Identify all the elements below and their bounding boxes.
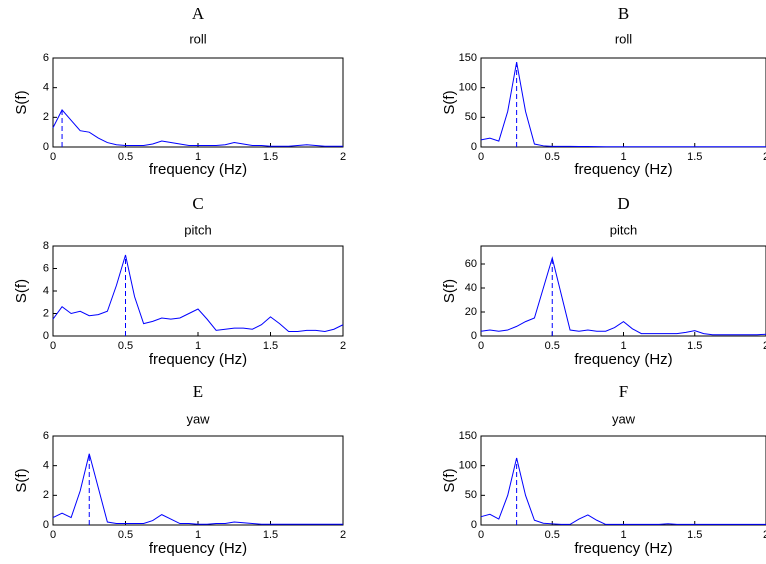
data-line — [52, 254, 344, 333]
y-tick-label: 50 — [465, 489, 477, 501]
y-axis-label: S(f) — [441, 279, 458, 303]
x-tick-label: 2 — [340, 340, 346, 352]
y-tick-label: 50 — [465, 111, 477, 123]
x-tick-label: 1 — [620, 529, 626, 541]
y-axis-label: S(f) — [13, 90, 30, 114]
x-tick-label: 0.5 — [118, 529, 133, 541]
y-tick-label: 8 — [43, 240, 49, 252]
data-line — [480, 457, 766, 525]
y-tick-label: 150 — [459, 52, 477, 64]
x-tick-label: 0 — [50, 151, 56, 163]
y-tick-label: 0 — [471, 141, 477, 153]
panel-letter: C — [192, 194, 203, 213]
x-tick-label: 1 — [195, 151, 201, 163]
panel-letter: E — [193, 382, 203, 401]
panel-title: yaw — [186, 411, 210, 426]
panel-title: roll — [615, 31, 632, 46]
x-tick-label: 1.5 — [687, 340, 702, 352]
x-tick-label: 1 — [620, 151, 626, 163]
y-axis-label: S(f) — [13, 468, 30, 492]
y-tick-label: 6 — [43, 262, 49, 274]
data-line — [52, 109, 343, 147]
x-axis-label: frequency (Hz) — [574, 540, 672, 557]
x-tick-label: 2 — [763, 151, 766, 163]
x-axis-label: frequency (Hz) — [149, 351, 247, 368]
y-tick-label: 0 — [471, 519, 477, 531]
y-tick-label: 0 — [43, 519, 49, 531]
x-tick-label: 1.5 — [263, 151, 278, 163]
data-line — [52, 453, 343, 525]
panel-title: roll — [189, 31, 206, 46]
y-tick-label: 4 — [43, 460, 49, 472]
y-tick-label: 6 — [43, 430, 49, 442]
x-tick-label: 0.5 — [545, 151, 560, 163]
x-tick-label: 1 — [195, 340, 201, 352]
panel-title: yaw — [612, 411, 636, 426]
panel-letter: D — [617, 194, 629, 213]
x-tick-label: 0 — [478, 151, 484, 163]
panel-letter: B — [618, 4, 629, 23]
x-tick-label: 0.5 — [118, 340, 133, 352]
y-tick-label: 40 — [465, 282, 477, 294]
x-tick-label: 0.5 — [545, 340, 560, 352]
x-tick-label: 1.5 — [263, 529, 278, 541]
y-tick-label: 0 — [471, 330, 477, 342]
plot-frame — [52, 57, 344, 148]
x-tick-label: 1 — [195, 529, 201, 541]
x-tick-label: 2 — [763, 340, 766, 352]
x-tick-label: 1.5 — [263, 340, 278, 352]
data-line — [480, 256, 766, 336]
x-tick-label: 2 — [340, 151, 346, 163]
y-tick-label: 20 — [465, 306, 477, 318]
x-tick-label: 1 — [620, 340, 626, 352]
y-tick-label: 4 — [43, 82, 49, 94]
panel-letter: A — [192, 4, 205, 23]
x-axis-label: frequency (Hz) — [574, 161, 672, 178]
y-tick-label: 0 — [43, 330, 49, 342]
y-tick-label: 2 — [43, 111, 49, 123]
x-tick-label: 2 — [763, 529, 766, 541]
x-tick-label: 0.5 — [118, 151, 133, 163]
y-tick-label: 2 — [43, 307, 49, 319]
panel-title: pitch — [184, 222, 211, 237]
x-tick-label: 0 — [50, 529, 56, 541]
y-axis-label: S(f) — [13, 279, 30, 303]
y-tick-label: 0 — [43, 141, 49, 153]
y-tick-label: 100 — [459, 460, 477, 472]
data-line — [480, 62, 766, 148]
y-tick-label: 4 — [43, 285, 49, 297]
x-axis-label: frequency (Hz) — [149, 540, 247, 557]
plot-frame — [52, 245, 344, 337]
y-tick-label: 150 — [459, 430, 477, 442]
x-tick-label: 0 — [478, 340, 484, 352]
x-axis-label: frequency (Hz) — [574, 351, 672, 368]
y-axis-label: S(f) — [441, 468, 458, 492]
panel-letter: F — [619, 382, 628, 401]
y-tick-label: 100 — [459, 82, 477, 94]
y-tick-label: 2 — [43, 489, 49, 501]
x-tick-label: 0 — [478, 529, 484, 541]
y-tick-label: 60 — [465, 258, 477, 270]
x-tick-label: 2 — [340, 529, 346, 541]
x-tick-label: 1.5 — [687, 151, 702, 163]
x-tick-label: 1.5 — [687, 529, 702, 541]
panel-title: pitch — [610, 222, 637, 237]
y-tick-label: 6 — [43, 52, 49, 64]
plot-frame — [480, 435, 766, 526]
x-axis-label: frequency (Hz) — [149, 161, 247, 178]
x-tick-label: 0.5 — [545, 529, 560, 541]
y-axis-label: S(f) — [441, 90, 458, 114]
x-tick-label: 0 — [50, 340, 56, 352]
